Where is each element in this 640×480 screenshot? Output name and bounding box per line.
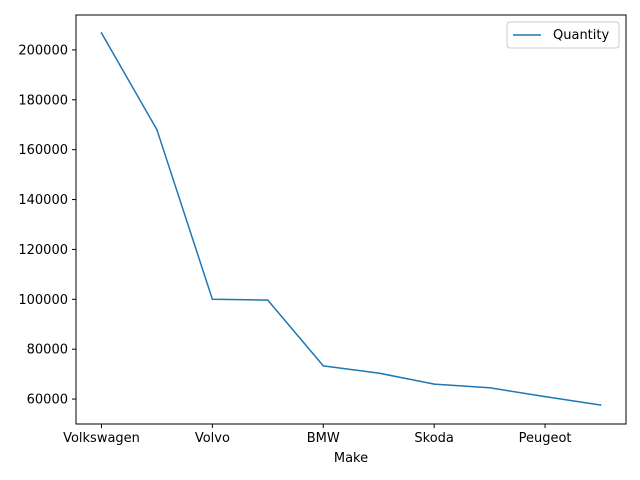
x-tick-label: Skoda [414,431,454,446]
y-tick-label: 200000 [18,43,68,58]
x-tick-label: Volkswagen [63,431,140,446]
x-axis: Volkswagen Volvo BMW Skoda Peugeot [63,424,572,446]
data-point-0-4 [322,365,325,367]
y-tick-label: 180000 [18,93,68,108]
legend-label: Quantity [553,28,609,43]
data-point-0-1 [156,128,158,131]
series-line-0 [100,31,602,406]
plot-frame [75,14,627,425]
x-tick-label: BMW [307,431,340,446]
data-point-0-2 [211,298,214,301]
data-point-0-0 [100,32,103,34]
data-point-0-7 [488,387,491,389]
y-tick-label: 80000 [27,343,68,358]
data-point-0-3 [267,299,269,301]
y-axis: 60000 80000 100000 120000 140000 160000 180000… [18,43,76,408]
y-tick-label: 140000 [18,193,68,208]
data-point-0-6 [433,383,436,385]
data-point-0-5 [377,372,380,374]
y-tick-label: 100000 [18,293,68,308]
y-tick-label: 60000 [27,393,68,408]
legend: Quantity [506,21,620,49]
y-tick-label: 160000 [18,143,68,158]
series-layer [100,31,602,406]
x-tick-label: Peugeot [519,431,572,446]
legend-frame [506,21,620,49]
x-axis-title: Make [334,451,368,466]
data-point-0-8 [544,395,546,398]
x-tick-label: Volvo [195,431,230,446]
data-point-0-9 [599,404,602,406]
y-tick-label: 120000 [18,243,68,258]
